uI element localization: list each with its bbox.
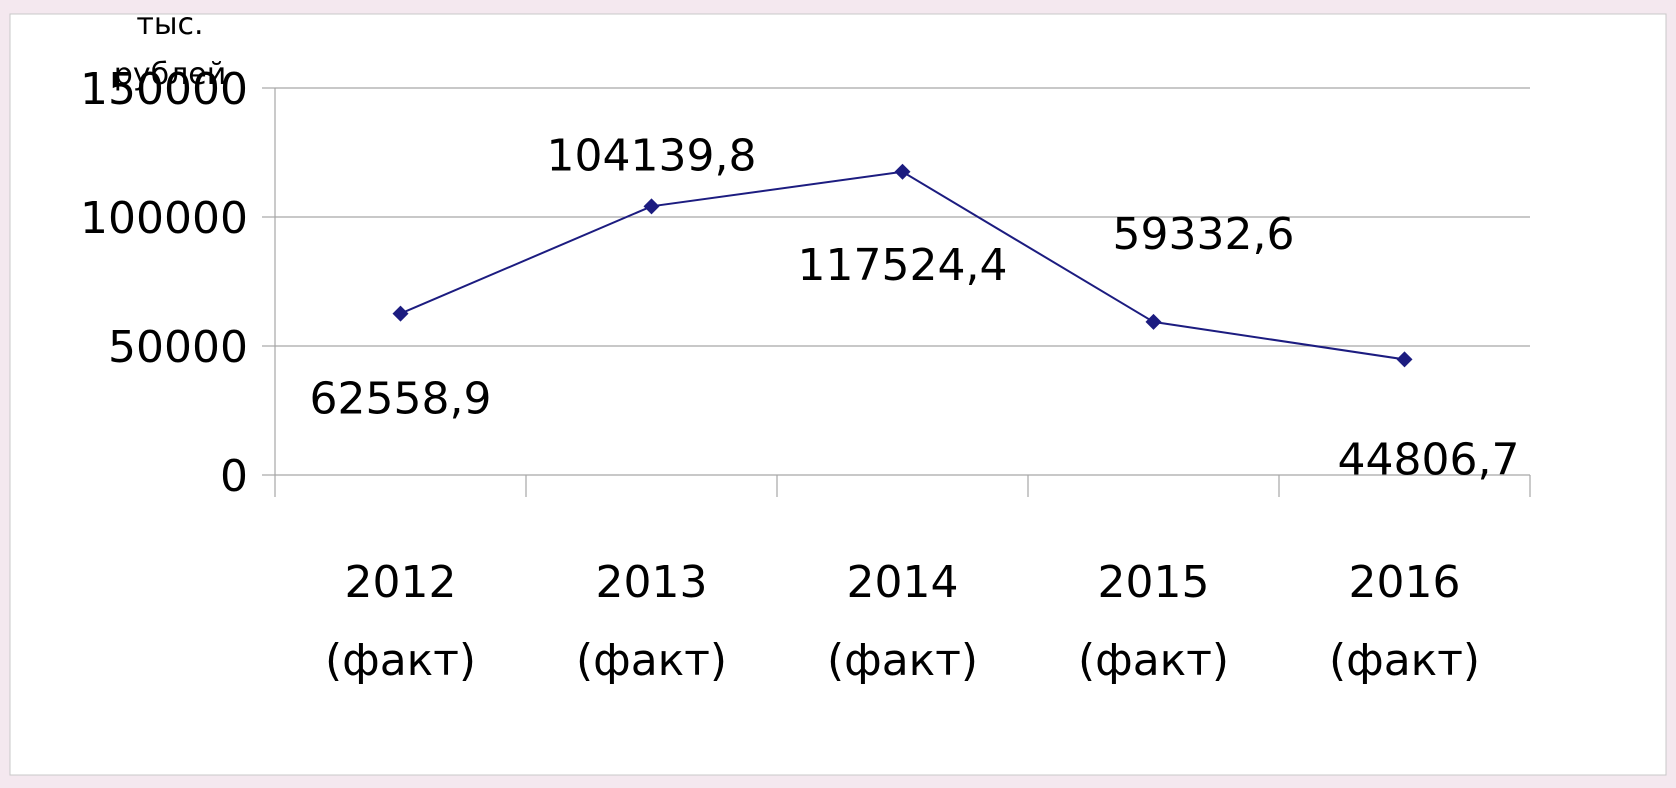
y-tick-label: 100000 [80, 193, 248, 244]
x-tick-label: 2014 (факт) [827, 557, 978, 686]
y-tick-label: 0 [220, 451, 248, 502]
point-marker [894, 163, 911, 180]
data-label: 59332,6 [1113, 209, 1295, 260]
y-tick-label: 150000 [80, 64, 248, 115]
point-marker [1145, 313, 1162, 330]
data-label: 44806,7 [1338, 434, 1520, 485]
data-label: 62558,9 [310, 374, 492, 425]
x-tick-label: 2013 (факт) [576, 557, 727, 686]
x-tick-label: 2016 (факт) [1329, 557, 1480, 686]
x-tick-label: 2015 (факт) [1078, 557, 1229, 686]
data-label: 104139,8 [547, 130, 757, 181]
point-marker [643, 198, 660, 215]
point-marker [1396, 351, 1413, 368]
point-marker [392, 305, 409, 322]
y-axis-label: тыс. рублей [114, 7, 226, 92]
chart-area [9, 13, 1667, 776]
data-label: 117524,4 [798, 240, 1008, 291]
x-tick-label: 2012 (факт) [325, 557, 476, 686]
y-tick-label: 50000 [108, 322, 248, 373]
